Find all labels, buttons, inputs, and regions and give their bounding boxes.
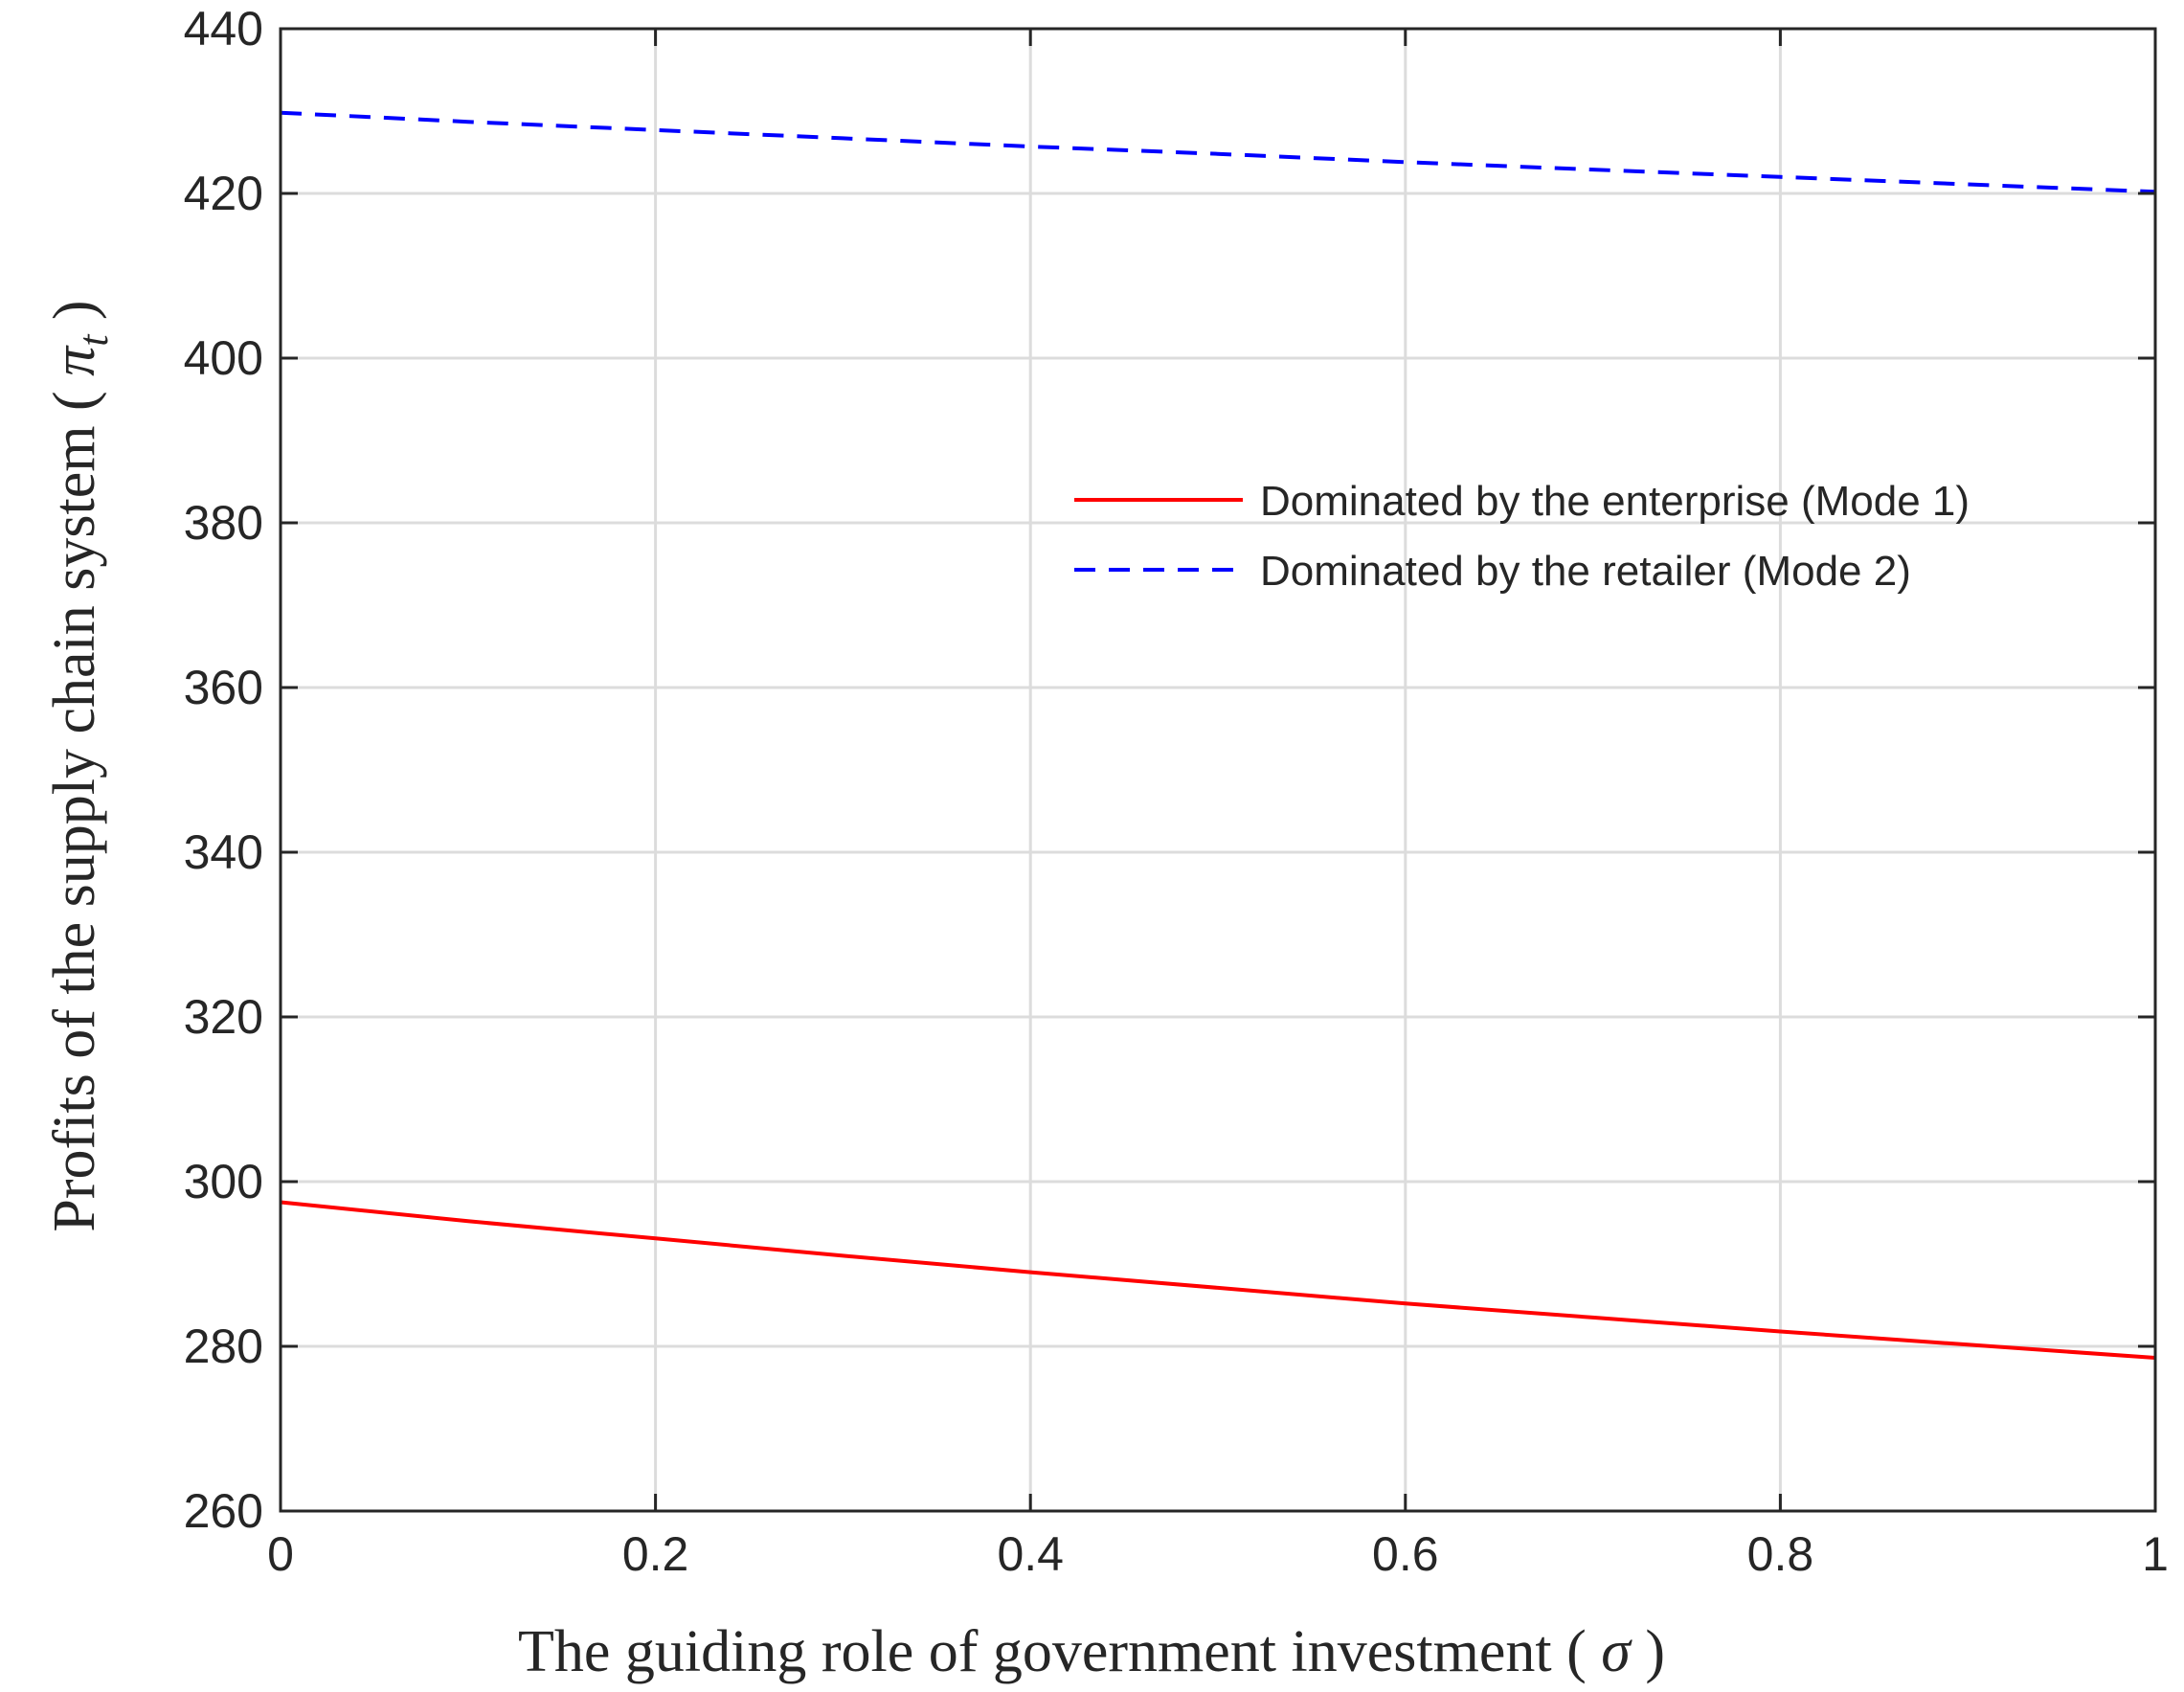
legend-label-mode-2: Dominated by the retailer (Mode 2): [1260, 548, 1911, 595]
y-axis-title: Profits of the supply chain system ( πt …: [42, 300, 117, 1231]
y-tick-label: 360: [184, 661, 263, 714]
y-tick-label: 260: [184, 1484, 263, 1538]
series-line-mode-2: [280, 110, 2156, 194]
axis-ticks: [279, 27, 2157, 1513]
y-tick-labels: 260 280 300 320 340 360 380 400 420 440: [184, 2, 263, 1538]
x-axis-title: The guiding role of government investmen…: [518, 1619, 1665, 1684]
plot-frame: [279, 27, 2157, 1513]
y-tick-label: 300: [184, 1155, 263, 1208]
x-tick-label: 0.8: [1747, 1527, 1814, 1581]
x-tick-label: 0.6: [1372, 1527, 1439, 1581]
x-tick-labels: 0 0.2 0.4 0.6 0.8 1: [267, 1527, 2169, 1581]
y-tick-label: 380: [184, 496, 263, 550]
legend-label-mode-1: Dominated by the enterprise (Mode 1): [1260, 478, 1970, 525]
y-axis-symbol: π: [42, 345, 107, 376]
x-tick-label: 0: [267, 1527, 294, 1581]
y-tick-label: 400: [184, 331, 263, 385]
y-axis-subscript: t: [70, 333, 117, 347]
y-tick-label: 280: [184, 1320, 263, 1373]
x-axis-symbol: σ: [1601, 1619, 1632, 1684]
legend: Dominated by the enterprise (Mode 1) Dom…: [1074, 478, 1970, 595]
y-tick-label: 420: [184, 167, 263, 220]
x-axis-title-text: The guiding role of government investmen…: [518, 1619, 1552, 1684]
y-tick-label: 440: [184, 2, 263, 56]
y-tick-label: 320: [184, 990, 263, 1044]
y-axis-title-text: Profits of the supply chain system: [42, 426, 107, 1232]
y-tick-label: 340: [184, 825, 263, 879]
series-lines: [280, 110, 2156, 1360]
series-line-mode-1: [280, 1200, 2156, 1360]
x-tick-label: 0.4: [997, 1527, 1064, 1581]
x-tick-label: 1: [2142, 1527, 2169, 1581]
x-tick-label: 0.2: [622, 1527, 689, 1581]
